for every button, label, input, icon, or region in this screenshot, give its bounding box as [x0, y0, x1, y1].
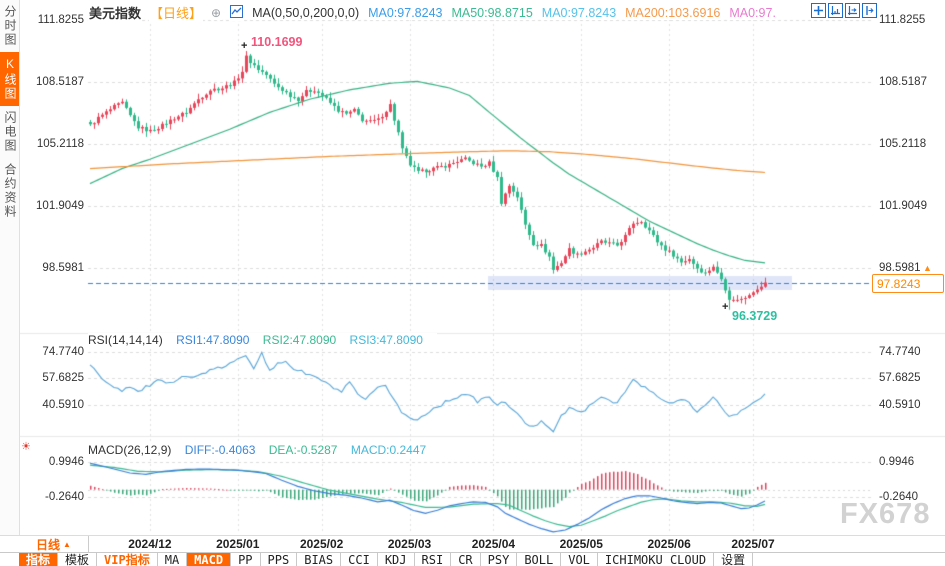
line-chart-icon [229, 4, 245, 21]
diff-value: DIFF:-0.4063 [184, 443, 256, 457]
x-axis-date-label: 2025/04 [471, 537, 516, 551]
ma0c-value: MA0:97. [728, 5, 777, 20]
period-selector[interactable]: 日线 ▲ [19, 536, 89, 552]
toolbar-tab-pps[interactable]: PPS [261, 553, 298, 566]
toolbar-tab-vip指标[interactable]: VIP指标 [97, 553, 158, 566]
y-axis-label: 74.7740 [879, 346, 921, 358]
rsi3-value: RSI3:47.8090 [349, 333, 423, 347]
chart-header: 美元指数 【日线】 ⊕ MA(0,50,0,200,0,0) MA0:97.82… [88, 3, 777, 22]
toolbar-tab-pp[interactable]: PP [231, 553, 261, 566]
y-axis-label: 0.9946 [48, 456, 84, 468]
chart-type-sidebar: 分时图 K线图 闪电图 合约资料 [0, 0, 20, 566]
rsi2-value: RSI2:47.8090 [262, 333, 337, 347]
y-axis-label: 40.5910 [42, 399, 84, 411]
x-axis-date-label: 2024/12 [128, 537, 172, 551]
macd-value: MACD:0.2447 [350, 443, 427, 457]
toolbar-tab-vol[interactable]: VOL [561, 553, 598, 566]
last-price-tag: 97.8243 [872, 274, 944, 293]
rsi-params: RSI(14,14,14) [88, 333, 163, 347]
toolbar-tab-ichimoku-cloud[interactable]: ICHIMOKU CLOUD [598, 553, 715, 566]
y-axis-label: 98.5981 [42, 262, 84, 274]
toolbar-tab-模板[interactable]: 模板 [58, 553, 98, 566]
rsi1-value: RSI1:47.8090 [176, 333, 250, 347]
toolbar-tab-kdj[interactable]: KDJ [378, 553, 415, 566]
y-axis-zoom-icon[interactable] [828, 3, 843, 18]
goto-latest-icon[interactable] [862, 3, 877, 18]
toolbar-tab-psy[interactable]: PSY [481, 553, 518, 566]
x-axis-date-label: 2025/07 [731, 537, 775, 551]
date-axis-row: 日线 ▲ 2024/12 2025/01 2025/02 2025/03 2025/04… [0, 535, 945, 552]
toolbar-tab-rsi[interactable]: RSI [415, 553, 452, 566]
toolbar-tab-指标[interactable]: 指标 [19, 553, 59, 566]
indicator-toolbar: 指标 模板 VIP指标 MA MACD PP PPS BIAS CCI KDJ RSI CR PSY BO… [0, 552, 945, 566]
price-up-arrow-icon: ▲ [923, 263, 932, 273]
period-selector-label: 日线 [36, 537, 61, 552]
y-axis-label: 101.9049 [36, 200, 84, 212]
ma0b-value: MA0:97.8243 [540, 5, 618, 20]
ma200-value: MA200:103.6916 [624, 5, 722, 20]
y-axis-label: 40.5910 [879, 399, 921, 411]
circle-plus-icon[interactable]: ⊕ [210, 5, 223, 20]
toolbar-tab-boll[interactable]: BOLL [517, 553, 562, 566]
y-axis-label: 108.5187 [36, 76, 84, 88]
rsi-pane-header: RSI(14,14,14) RSI1:47.8090 RSI2:47.8090 … [88, 333, 437, 347]
ma-formula: MA(0,50,0,200,0,0) [251, 5, 361, 20]
x-axis-date-label: 2025/06 [647, 537, 691, 551]
sidebar-item-kline[interactable]: K线图 [0, 52, 19, 106]
sun-icon: ☀ [21, 441, 31, 453]
y-axis-label: 74.7740 [42, 346, 84, 358]
x-axis-date-label: 2025/02 [299, 537, 344, 551]
low-cross-marker: + [722, 301, 729, 313]
y-axis-label: -0.2640 [879, 491, 919, 503]
y-axis-label: 0.9946 [879, 456, 915, 468]
y-axis-label: 111.8255 [879, 14, 926, 26]
x-axis-date-label: 2025/05 [559, 537, 603, 551]
fx678-watermark: FX678 [840, 498, 931, 530]
sidebar-item-lightning[interactable]: 闪电图 [3, 111, 17, 153]
toolbar-tab-cci[interactable]: CCI [341, 553, 378, 566]
y-axis-label: 57.6825 [879, 372, 921, 384]
sidebar-item-timeshare[interactable]: 分时图 [3, 5, 17, 47]
symbol-name: 美元指数 [88, 3, 143, 22]
period-tag: 【日线】 [149, 3, 204, 22]
dea-value: DEA:-0.5287 [268, 443, 338, 457]
y-axis-label: 105.2118 [36, 138, 84, 150]
toolbar-tab-设置[interactable]: 设置 [714, 553, 754, 566]
y-axis-label: 111.8255 [37, 14, 84, 26]
macd-pane-header: MACD(26,12,9) DIFF:-0.4063 DEA:-0.5287 M… [88, 443, 441, 457]
ma50-value: MA50:98.8715 [450, 5, 534, 20]
high-cross-marker: + [241, 40, 248, 52]
macd-params: MACD(26,12,9) [88, 443, 172, 457]
y-axis-label: 101.9049 [879, 200, 927, 212]
toolbar-tab-ma[interactable]: MA [158, 553, 188, 566]
low-price-annotation: 96.3729 [732, 309, 778, 323]
chevron-up-icon: ▲ [63, 539, 71, 549]
toolbar-tab-cr[interactable]: CR [451, 553, 481, 566]
x-axis-zoom-icon[interactable] [845, 3, 860, 18]
toolbar-tab-bias[interactable]: BIAS [297, 553, 342, 566]
y-axis-label: 108.5187 [879, 76, 927, 88]
y-axis-label: 57.6825 [42, 372, 84, 384]
ma0-value: MA0:97.8243 [367, 5, 444, 20]
x-axis-date-label: 2025/03 [387, 537, 432, 551]
crosshair-icon[interactable] [811, 3, 826, 18]
sidebar-item-contract-info[interactable]: 合约资料 [3, 163, 17, 219]
high-price-annotation: 110.1699 [251, 35, 303, 49]
y-axis-label: -0.2640 [44, 491, 84, 503]
y-axis-label: 98.5981 [879, 262, 921, 274]
x-axis-date-label: 2025/01 [216, 537, 260, 551]
y-axis-label: 105.2118 [879, 138, 927, 150]
toolbar-tab-macd[interactable]: MACD [187, 553, 232, 566]
chart-tools [811, 3, 877, 18]
